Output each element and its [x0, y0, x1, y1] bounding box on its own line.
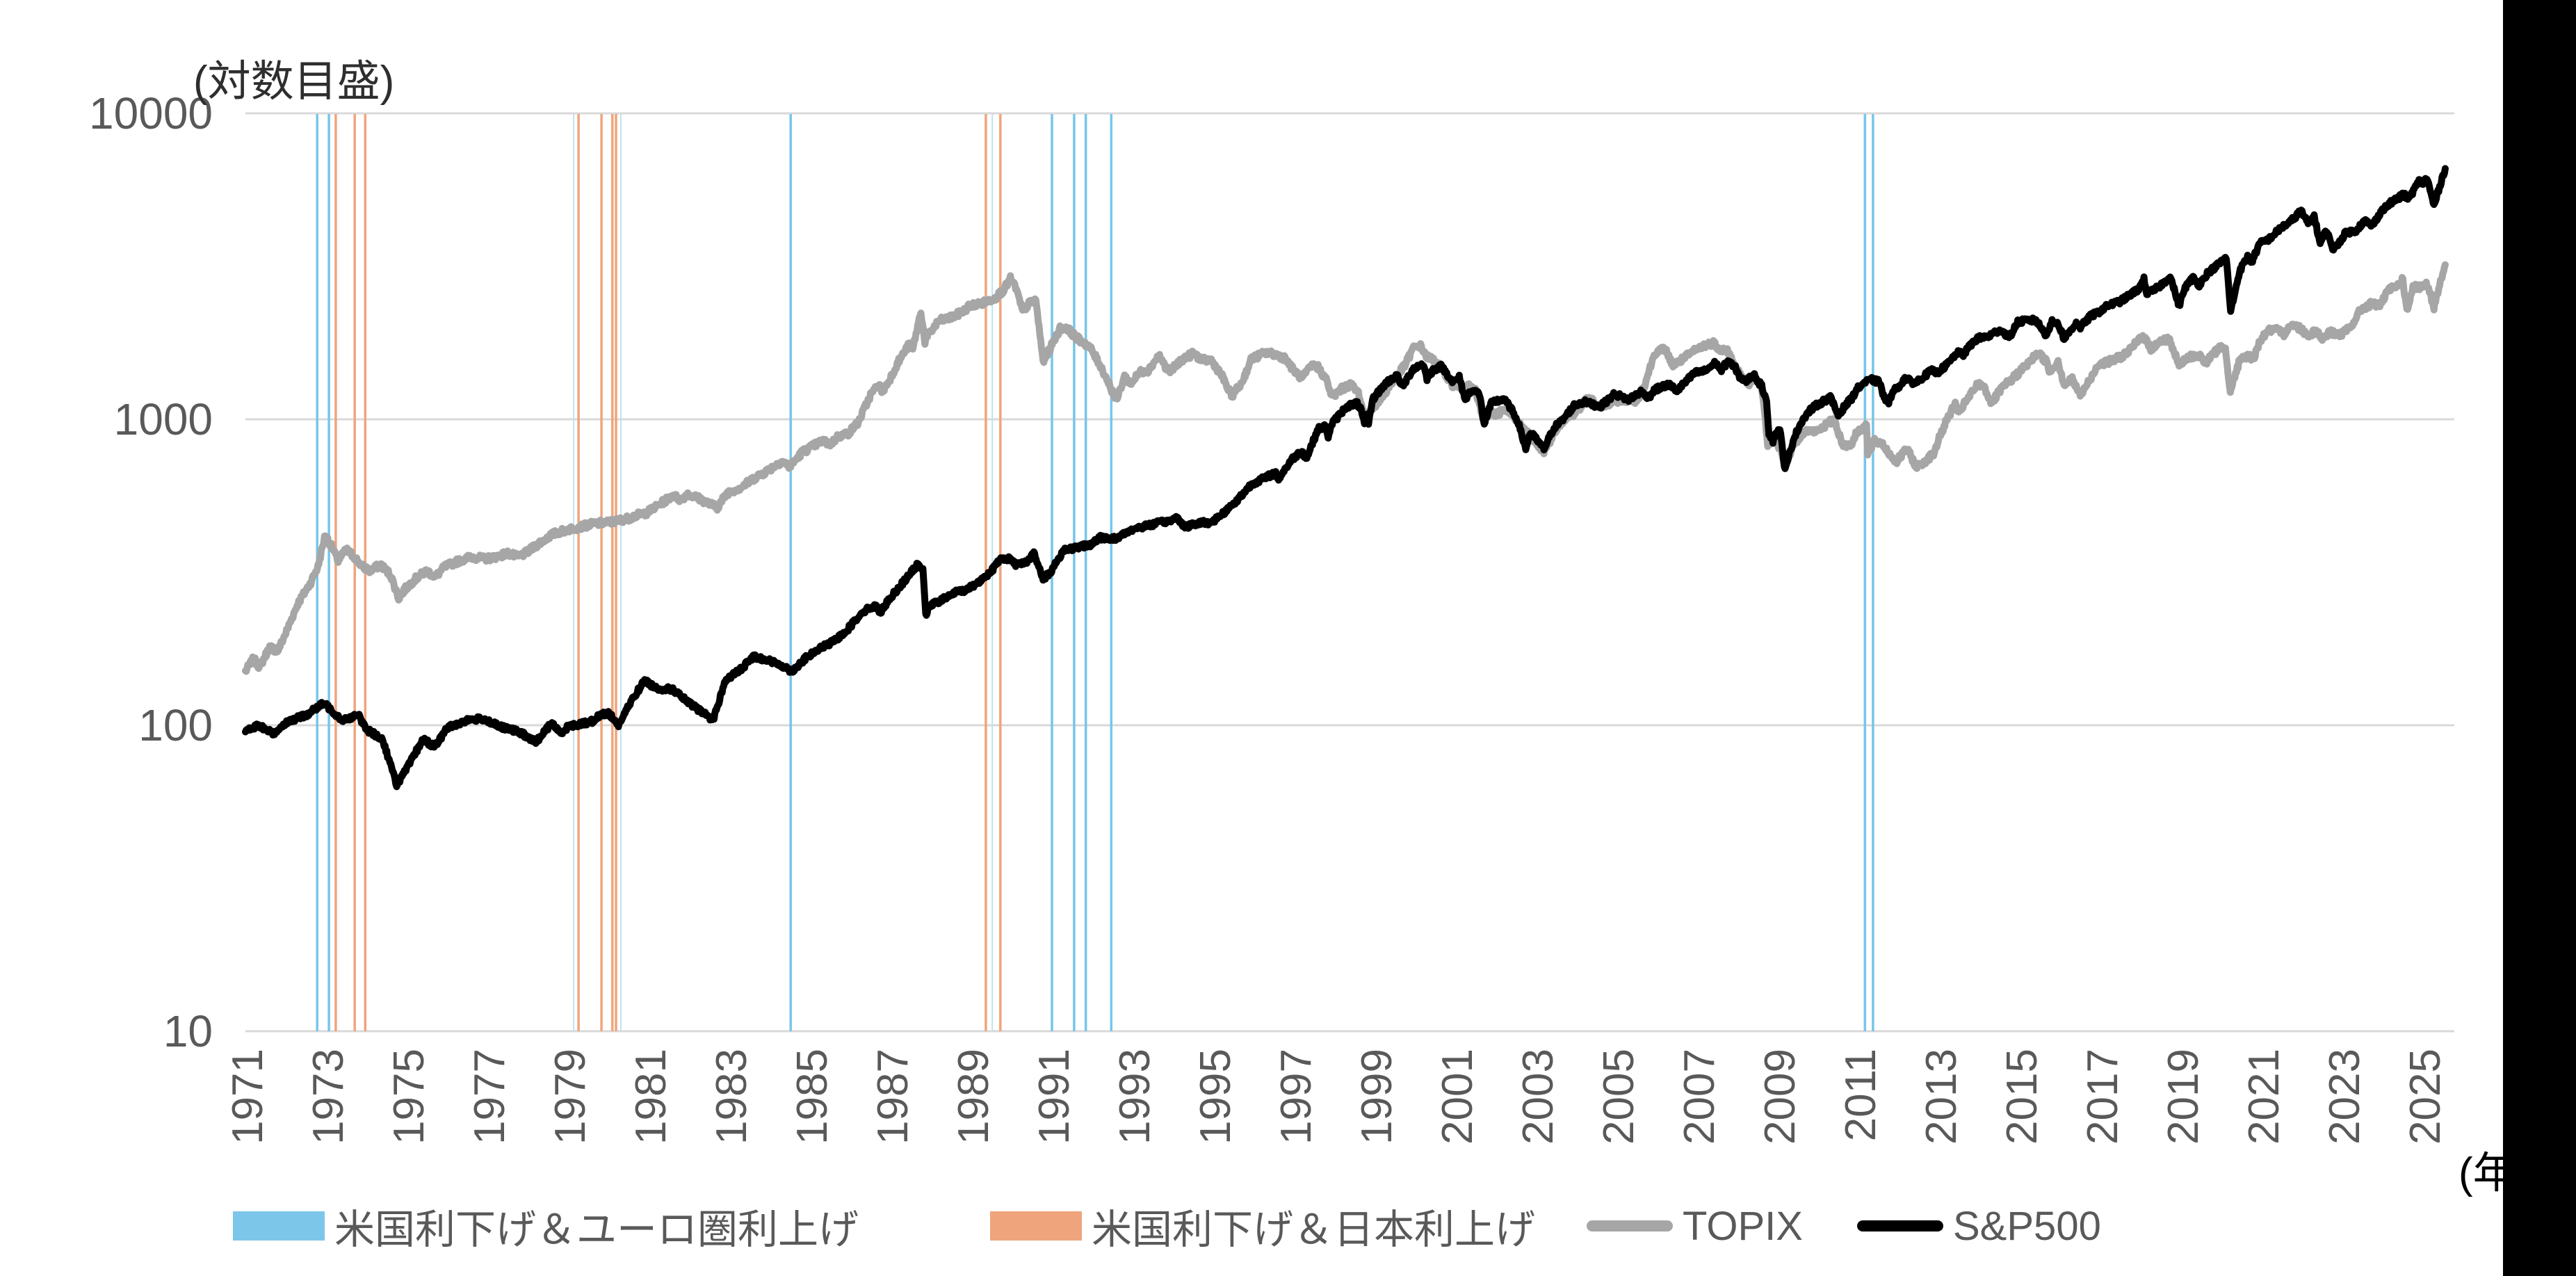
legend-line-icon [1587, 1220, 1673, 1231]
log-scale-note: (対数目盛) [193, 58, 395, 106]
legend-item-sp500: S&P500 [1857, 1198, 2101, 1254]
y-tick-label: 10 [163, 1006, 213, 1056]
x-tick-label: 1989 [950, 1049, 998, 1145]
x-tick-label: 1977 [466, 1049, 514, 1145]
x-tick-label: 1985 [788, 1049, 836, 1145]
series-line-sp500 [242, 165, 2449, 791]
legend-line-icon [1857, 1220, 1943, 1231]
x-tick-label: 2001 [1434, 1049, 1482, 1145]
x-tick-label: 1997 [1272, 1049, 1320, 1145]
series-line-topix [242, 261, 2449, 675]
x-tick-label: 2023 [2321, 1049, 2369, 1145]
x-tick-label: 2007 [1676, 1049, 1724, 1145]
x-tick-label: 2009 [1756, 1049, 1804, 1145]
gridlines [245, 112, 2454, 1033]
x-tick-label: 2005 [1595, 1049, 1643, 1145]
event-lines [316, 114, 1874, 1031]
x-axis-tick-labels: 1971 1973 1975 1977 1979 1981 1983 1985 1987 1989… [224, 1049, 2449, 1145]
legend-label: 米国利下げ＆日本利上げ [1092, 1207, 1536, 1252]
legend-item-topix: TOPIX [1587, 1198, 1803, 1254]
legend-swatch-icon [233, 1211, 325, 1241]
x-tick-label: 1983 [708, 1049, 756, 1145]
legend-swatch-icon [990, 1211, 1082, 1241]
x-tick-label: 2015 [1998, 1049, 2046, 1145]
x-tick-label: 1999 [1353, 1049, 1401, 1145]
x-tick-label: 1973 [305, 1049, 353, 1145]
x-tick-label: 2025 [2401, 1049, 2449, 1145]
y-axis-tick-labels: 10000 1000 100 10 [89, 88, 213, 1056]
legend-item-band-1: 米国利下げ＆日本利上げ [990, 1198, 1535, 1254]
series-lines [242, 165, 2449, 791]
legend-label: TOPIX [1683, 1203, 1803, 1249]
x-tick-label: 1971 [224, 1049, 272, 1145]
x-tick-label: 2013 [1918, 1049, 1966, 1145]
x-tick-label: 2021 [2240, 1049, 2288, 1145]
x-tick-label: 2019 [2160, 1049, 2208, 1145]
y-tick-label: 1000 [114, 394, 213, 444]
right-edge-mask [2503, 0, 2576, 1276]
y-tick-label: 100 [138, 700, 213, 750]
legend-label: S&P500 [1953, 1203, 2101, 1249]
x-tick-label: 1993 [1111, 1049, 1159, 1145]
x-tick-label: 2017 [2079, 1049, 2127, 1145]
x-tick-label: 2011 [1837, 1049, 1885, 1141]
x-tick-label: 1979 [546, 1049, 594, 1145]
x-tick-label: 2003 [1514, 1049, 1562, 1145]
x-tick-label: 1991 [1030, 1049, 1078, 1145]
legend-item-band-0: 米国利下げ＆ユーロ圏利上げ [233, 1198, 859, 1254]
x-tick-label: 1987 [869, 1049, 917, 1145]
x-tick-label: 1981 [627, 1049, 675, 1145]
legend-label: 米国利下げ＆ユーロ圏利上げ [334, 1207, 859, 1252]
x-tick-label: 1995 [1192, 1049, 1240, 1145]
x-tick-label: 1975 [385, 1049, 433, 1145]
y-tick-label: 10000 [89, 88, 213, 138]
